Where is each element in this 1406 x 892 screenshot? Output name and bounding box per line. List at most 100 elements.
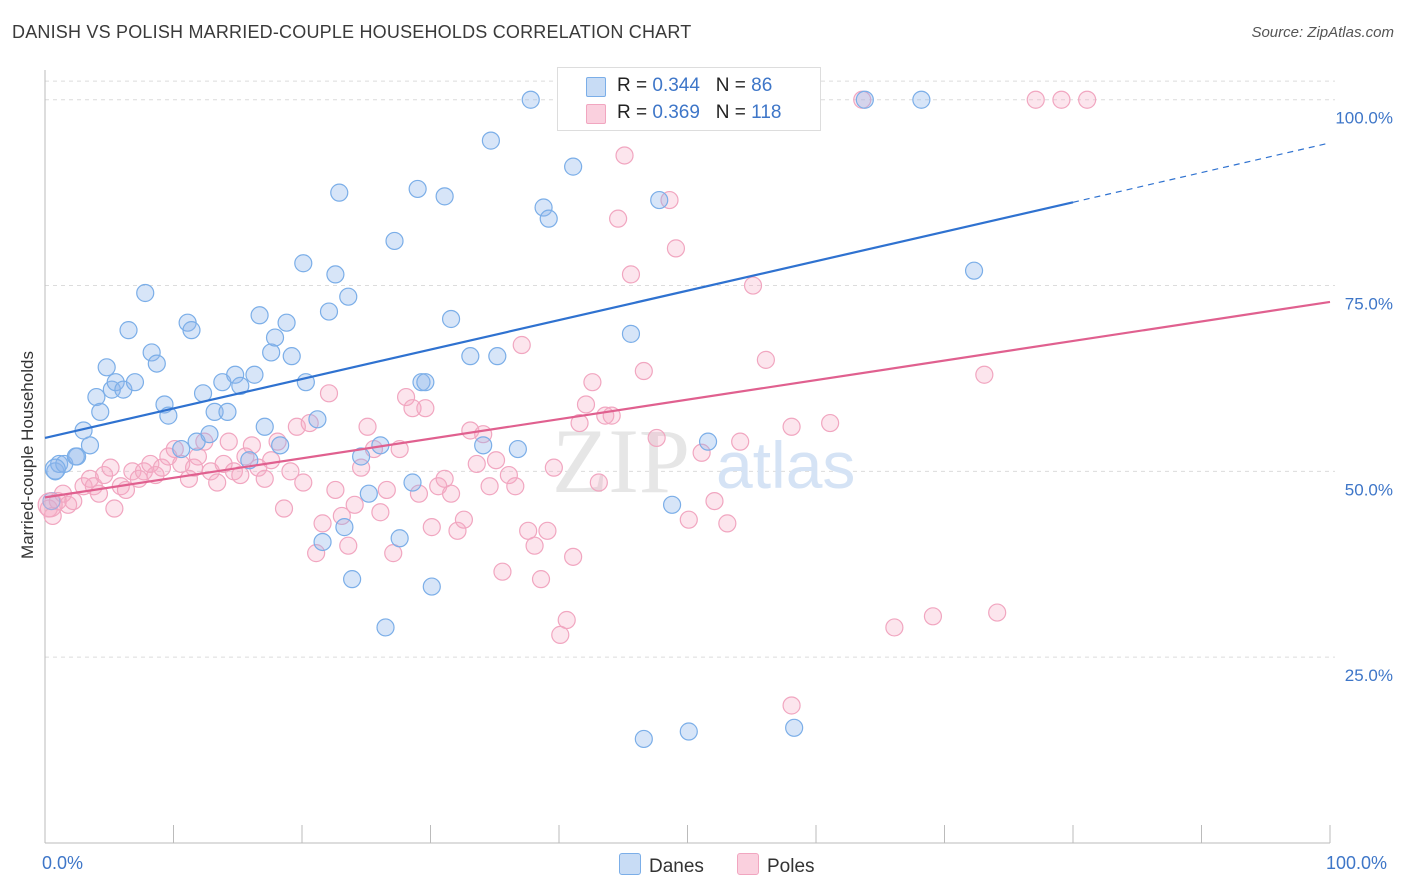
danes-point: [205, 402, 224, 422]
chart-title: DANISH VS POLISH MARRIED-COUPLE HOUSEHOL…: [12, 22, 692, 42]
danes-point: [250, 306, 269, 325]
poles-point: [262, 451, 281, 470]
poles-point: [660, 190, 679, 210]
x-tick-label-min: 0.0%: [42, 853, 84, 873]
danes-point: [240, 451, 259, 470]
poles-point: [64, 491, 83, 511]
poles-point: [219, 432, 238, 451]
danes-point: [277, 313, 296, 332]
poles-point: [274, 499, 294, 518]
poles-point: [1078, 90, 1097, 109]
danes-point: [352, 447, 371, 466]
poles-point: [326, 480, 345, 500]
poles-point: [371, 503, 390, 522]
danes-point: [481, 131, 500, 150]
danes-point: [265, 328, 285, 347]
danes-r-value: 0.344: [652, 75, 700, 96]
danes-point: [91, 402, 110, 422]
poles-point: [319, 384, 339, 403]
danes-point: [534, 198, 553, 217]
poles-point: [634, 361, 653, 381]
poles-point: [576, 395, 596, 414]
y-tick-label: 75.0%: [1345, 295, 1393, 314]
poles-trend-line: [44, 300, 1331, 499]
axes: [44, 70, 1331, 844]
danes-point: [422, 577, 441, 596]
poles-legend-swatch: [737, 853, 759, 875]
danes-point: [255, 417, 274, 436]
danes-point: [172, 439, 191, 459]
danes-point: [385, 231, 404, 251]
poles-point: [152, 458, 172, 477]
poles-point: [95, 465, 114, 485]
danes-point: [441, 309, 461, 329]
poles-point: [821, 413, 840, 433]
danes-point: [106, 373, 125, 392]
danes-point: [308, 410, 327, 429]
danes-point: [147, 354, 166, 373]
poles-point: [557, 610, 576, 630]
poles-point: [208, 473, 227, 492]
danes-point: [226, 365, 245, 384]
poles-swatch: [586, 104, 606, 124]
danes-point: [330, 183, 349, 202]
poles-point: [480, 477, 499, 496]
danes-point: [142, 343, 161, 362]
poles-point: [621, 265, 641, 284]
danes-point: [621, 324, 641, 343]
danes-point: [461, 347, 480, 366]
poles-point: [525, 536, 544, 555]
danes-point: [326, 265, 345, 284]
poles-point: [105, 499, 124, 518]
danes-point: [662, 495, 682, 514]
danes-legend-label: Danes: [649, 856, 704, 877]
poles-point: [615, 146, 634, 165]
poles-point: [923, 607, 943, 626]
poles-legend-label: Poles: [767, 856, 815, 877]
poles-point: [313, 514, 332, 533]
poles-point: [281, 462, 300, 481]
danes-point: [294, 254, 313, 273]
danes-point: [125, 373, 145, 392]
danes-point: [508, 439, 527, 459]
danes-point: [343, 570, 362, 589]
poles-point: [403, 399, 422, 418]
danes-trend-line: [44, 201, 1074, 439]
poles-point: [647, 428, 666, 448]
poles-point: [731, 432, 750, 451]
poles-point: [564, 547, 583, 566]
poles-point: [134, 462, 154, 481]
danes-point: [271, 436, 290, 455]
danes-point: [262, 343, 281, 362]
poles-point: [499, 465, 518, 485]
r-label: R =: [617, 102, 648, 123]
danes-point: [231, 376, 250, 395]
poles-point: [141, 454, 160, 474]
danes-point: [408, 179, 427, 199]
danes-point: [87, 387, 106, 407]
poles-point: [570, 413, 589, 433]
danes-point: [474, 436, 493, 455]
danes-point: [912, 90, 931, 109]
poles-point: [692, 443, 711, 462]
danes-point: [80, 436, 100, 455]
poles-point: [242, 436, 261, 455]
poles-point: [493, 562, 512, 581]
poles-point: [1026, 90, 1045, 109]
poles-point: [214, 454, 233, 474]
poles-point: [988, 603, 1007, 622]
poles-point: [885, 618, 904, 637]
danes-point: [488, 347, 507, 366]
danes-point: [855, 90, 874, 109]
poles-point: [486, 451, 506, 470]
danes-point: [313, 532, 332, 552]
poles-point: [531, 570, 551, 589]
danes-point: [359, 484, 378, 503]
danes-point: [282, 347, 301, 366]
poles-point: [454, 510, 474, 529]
poles-r-value: 0.369: [652, 102, 700, 123]
poles-point: [37, 492, 63, 518]
danes-point: [245, 365, 264, 384]
poles-point: [609, 209, 628, 228]
